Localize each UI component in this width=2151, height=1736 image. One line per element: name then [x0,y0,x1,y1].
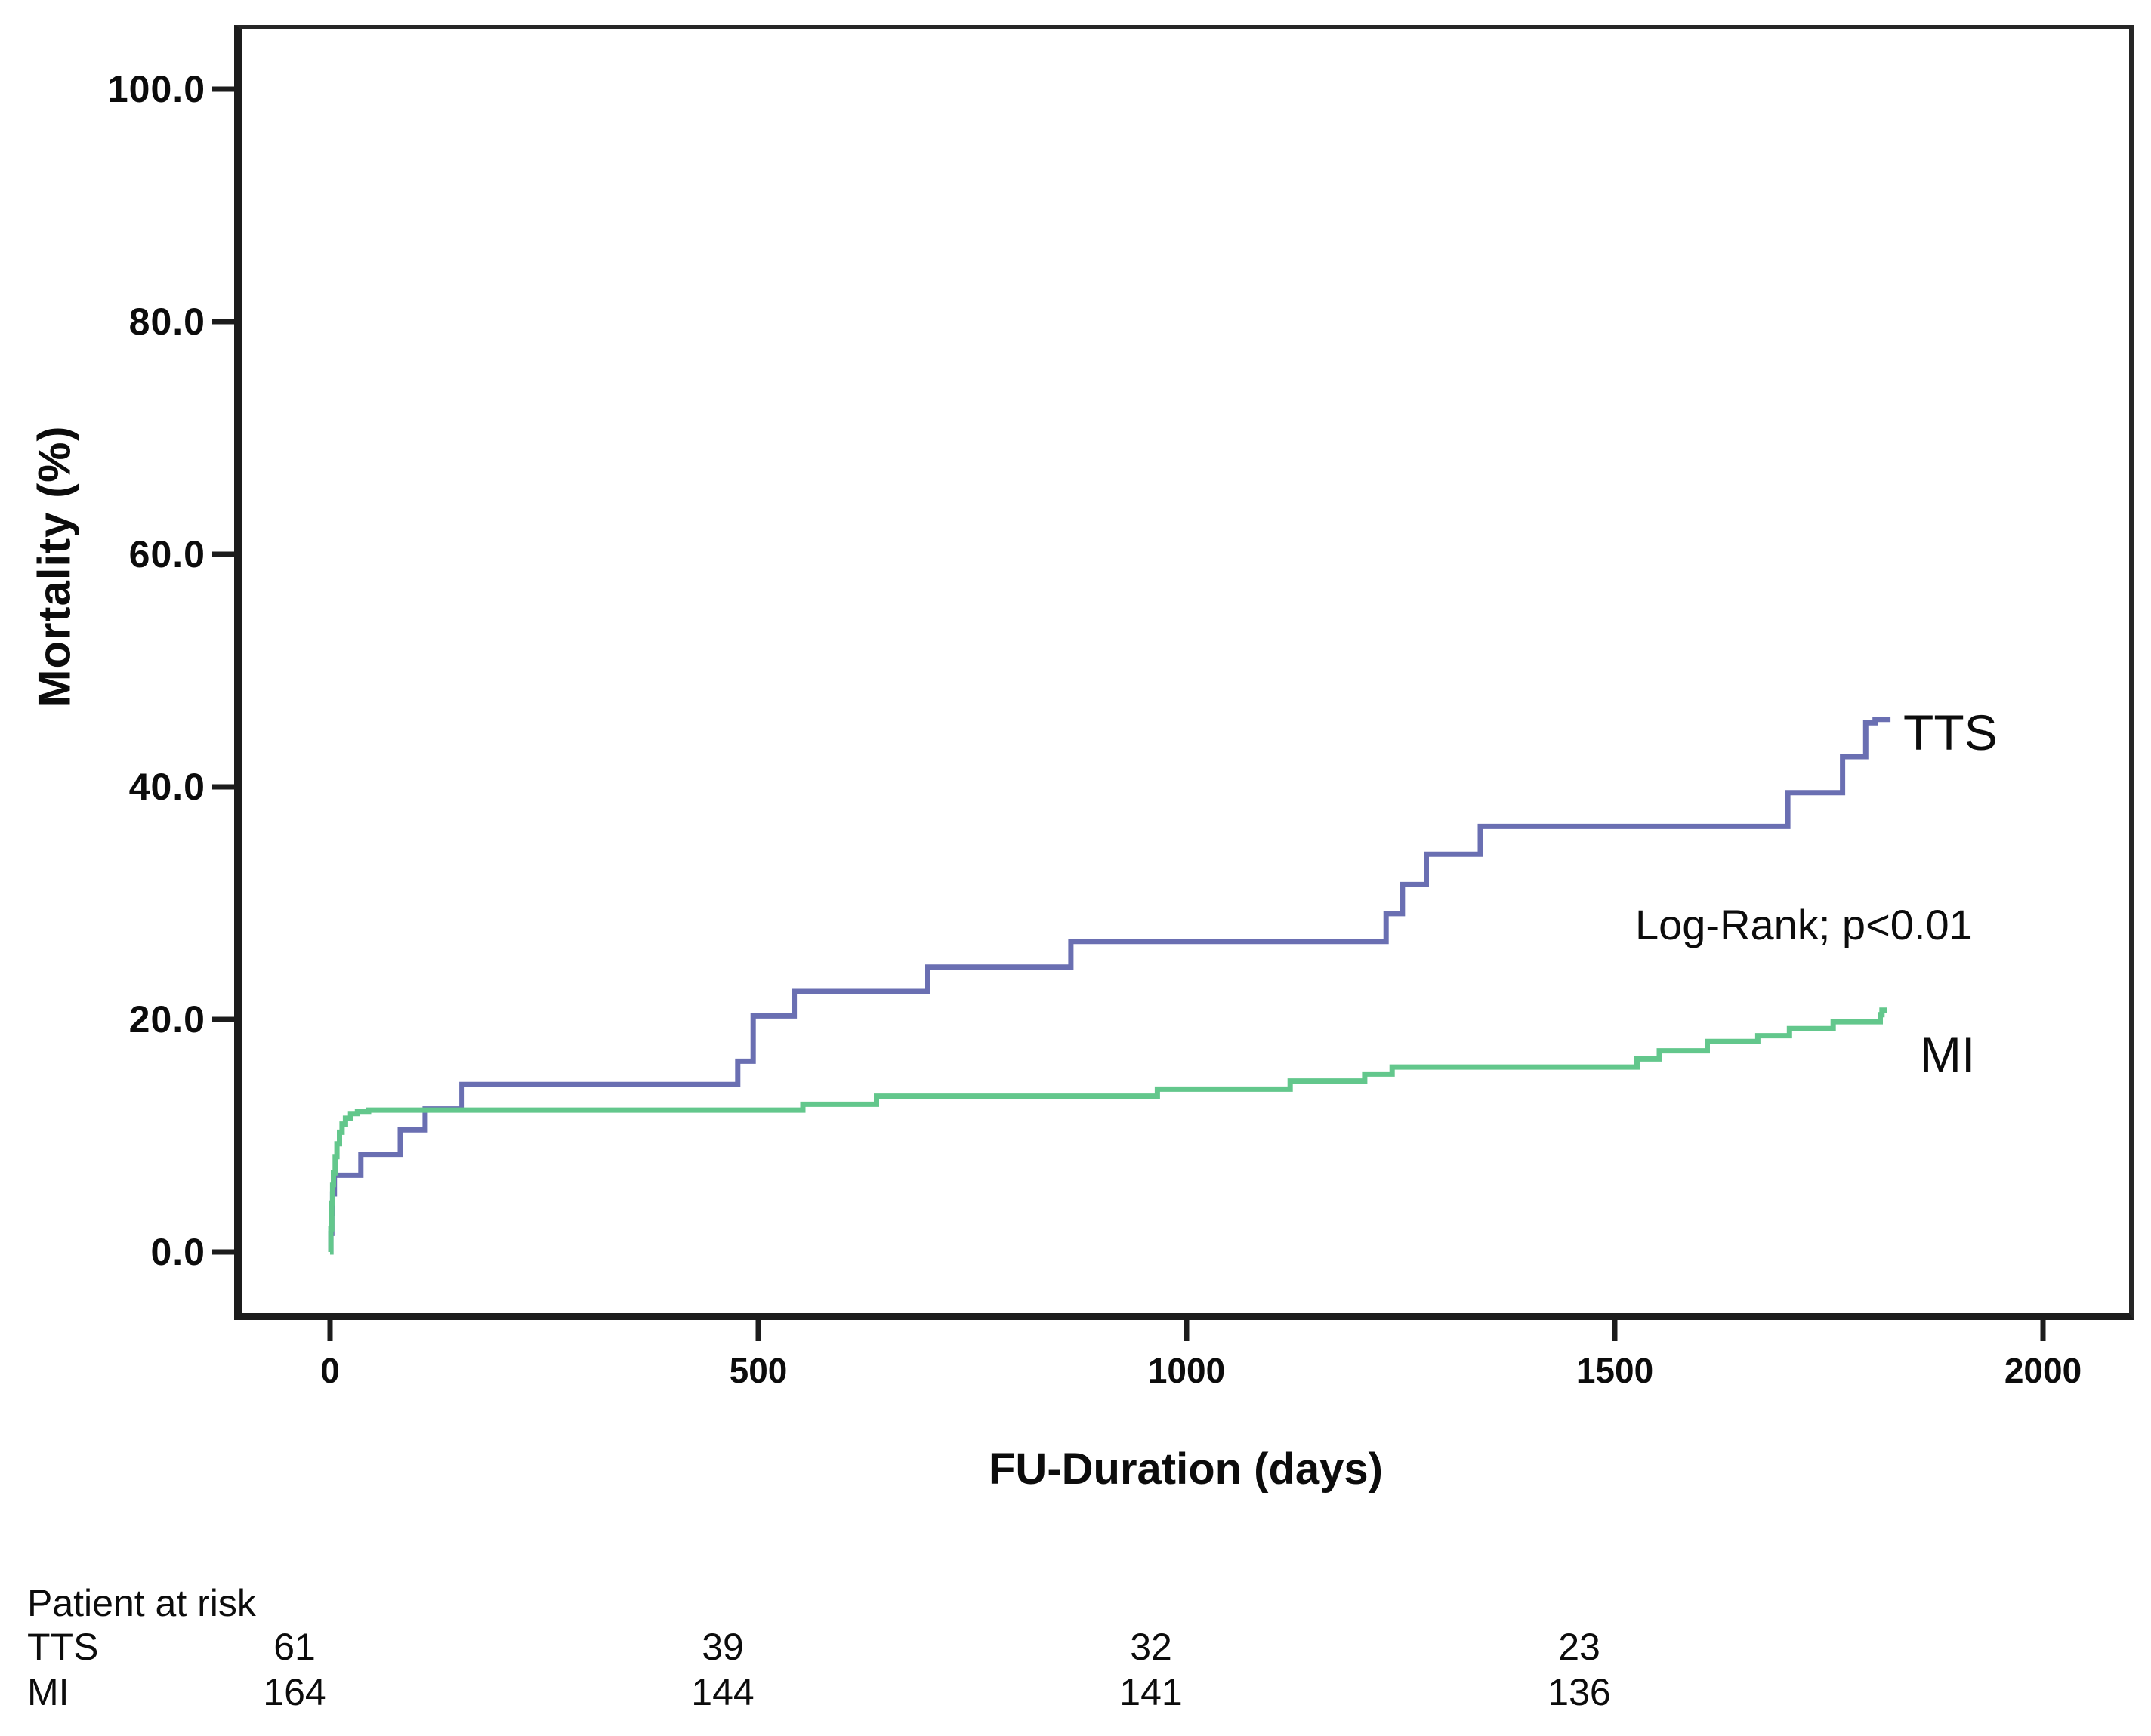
y-tick-label: 80.0 [128,301,205,343]
at-risk-value: 136 [1548,1671,1611,1713]
x-tick-label: 0 [320,1351,340,1390]
at-risk-header: Patient at risk [27,1582,256,1624]
at-risk-row-label-tts: TTS [27,1626,99,1668]
at-risk-value: 144 [691,1671,755,1713]
tts-curve-label: TTS [1903,705,1998,760]
y-tick-label: 60.0 [128,533,205,575]
y-tick-label: 20.0 [128,998,205,1041]
mi-curve [328,1007,1887,1255]
x-tick-label: 500 [729,1351,788,1390]
x-axis-title: FU-Duration (days) [989,1445,1383,1494]
plot-area [234,25,2134,1320]
log-rank-annotation: Log-Rank; p<0.01 [1635,901,1973,948]
y-tick-label: 40.0 [128,766,205,808]
at-risk-row-label-mi: MI [27,1671,69,1713]
at-risk-value: 141 [1119,1671,1183,1713]
at-risk-value: 23 [1558,1626,1600,1668]
x-tick-label: 2000 [2004,1351,2082,1390]
at-risk-value: 32 [1130,1626,1172,1668]
at-risk-value: 61 [273,1626,316,1668]
mi-curve-label: MI [1920,1026,1976,1082]
y-tick-label: 0.0 [150,1231,205,1273]
x-tick-label: 1000 [1147,1351,1226,1390]
at-risk-value: 39 [702,1626,744,1668]
y-tick-label: 100.0 [106,68,205,110]
x-tick-label: 1500 [1575,1351,1654,1390]
at-risk-value: 164 [263,1671,326,1713]
tts-curve [328,717,1891,1255]
